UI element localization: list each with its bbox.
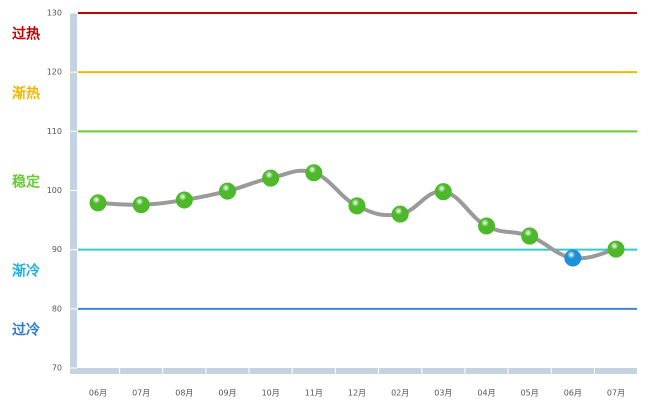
- x-tick-label: 09月: [218, 389, 236, 398]
- y-tick-label: 100: [47, 186, 62, 195]
- data-point: [564, 249, 582, 267]
- data-point: [434, 183, 452, 201]
- x-tick-label: 05月: [521, 389, 539, 398]
- y-tick-label: 110: [47, 127, 62, 136]
- data-point: [262, 169, 280, 187]
- zone-label: 稳定: [12, 174, 40, 191]
- data-point: [521, 227, 539, 245]
- x-tick-label: 02月: [391, 389, 409, 398]
- data-point: [132, 196, 150, 214]
- zone-label: 过热: [12, 26, 40, 43]
- y-tick-label: 80: [52, 304, 62, 313]
- data-point: [305, 164, 323, 182]
- x-tick-label: 08月: [175, 389, 193, 398]
- y-axis-bar: [70, 13, 77, 374]
- zone-label: 过冷: [12, 321, 40, 338]
- data-point: [391, 205, 409, 223]
- x-tick-label: 04月: [477, 389, 495, 398]
- data-point: [175, 191, 193, 209]
- x-tick-label: 07月: [132, 389, 150, 398]
- x-axis-bar: [70, 368, 637, 374]
- x-tick-label: 11月: [305, 389, 323, 398]
- data-point: [89, 194, 107, 212]
- zone-label: 渐冷: [12, 262, 40, 279]
- y-tick-label: 120: [47, 68, 62, 77]
- x-tick-label: 03月: [434, 389, 452, 398]
- data-point: [348, 197, 366, 215]
- y-tick-label: 70: [52, 364, 62, 373]
- x-tick-label: 06月: [89, 389, 107, 398]
- x-tick-label: 12月: [348, 389, 366, 398]
- series-line: [97, 168, 617, 261]
- x-tick-label: 06月: [564, 389, 582, 398]
- x-tick-label: 07月: [607, 389, 625, 398]
- y-tick-label: 90: [52, 245, 62, 254]
- x-tick-label: 10月: [262, 389, 280, 398]
- zone-label: 渐热: [12, 85, 40, 102]
- data-point: [219, 182, 236, 200]
- data-point: [607, 240, 625, 258]
- data-point: [478, 217, 495, 235]
- y-tick-label: 130: [47, 9, 62, 18]
